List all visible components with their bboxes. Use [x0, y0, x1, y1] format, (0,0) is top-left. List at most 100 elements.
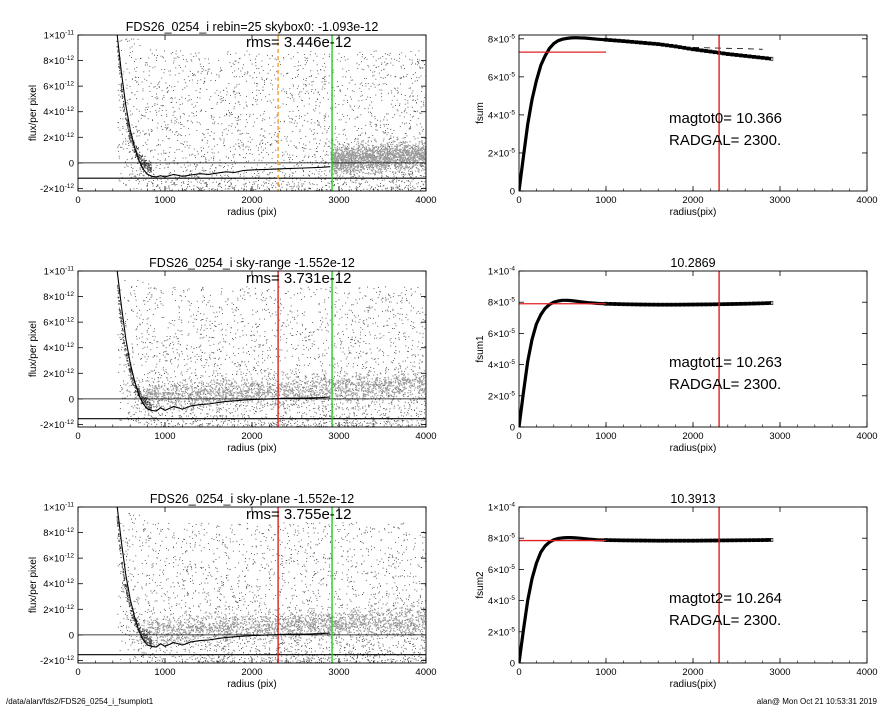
scatter-point — [131, 38, 132, 40]
scatter-point — [256, 89, 258, 91]
scatter-point — [271, 136, 272, 138]
scatter-point — [348, 425, 350, 427]
scatter-point — [301, 185, 303, 187]
scatter-band-point — [341, 162, 344, 165]
scatter-point — [370, 169, 372, 171]
scatter-point — [166, 128, 168, 129]
scatter-band-point — [397, 170, 399, 172]
scatter-band-point — [383, 161, 385, 163]
scatter-point — [412, 179, 414, 180]
scatter-band-point — [418, 154, 421, 156]
scatter-point — [137, 38, 139, 40]
scatter-point — [203, 66, 204, 67]
scatter-point — [298, 426, 300, 427]
scatter-point — [333, 185, 334, 187]
scatter-band-point — [364, 148, 366, 150]
scatter-point — [396, 187, 398, 189]
scatter-band-point — [354, 169, 357, 171]
scatter-point — [212, 119, 214, 120]
scatter-point — [168, 425, 169, 427]
scatter-point — [187, 165, 189, 167]
inner-point — [120, 76, 122, 78]
scatter-band-point — [348, 163, 350, 165]
fsum-marker — [647, 41, 652, 46]
scatter-point — [380, 185, 381, 187]
scatter-point — [129, 72, 131, 74]
scatter-point — [280, 304, 282, 306]
scatter-point — [225, 128, 227, 130]
scatter-point — [243, 175, 245, 177]
scatter-point — [410, 167, 411, 169]
scatter-band-point — [349, 168, 351, 170]
scatter-point — [125, 138, 126, 140]
scatter-point — [299, 131, 301, 133]
scatter-band-point — [401, 174, 403, 176]
scatter-point — [376, 124, 378, 126]
scatter-point — [350, 76, 352, 78]
scatter-band-point — [374, 158, 376, 160]
scatter-point — [369, 123, 371, 125]
scatter-point — [324, 142, 326, 144]
scatter-point — [175, 102, 177, 103]
scatter-band-point — [372, 158, 374, 161]
fsum-marker — [686, 46, 691, 51]
scatter-point — [342, 76, 344, 78]
scatter-point — [344, 142, 345, 143]
scatter-band-point — [347, 165, 349, 167]
scatter-point — [242, 132, 244, 134]
scatter-point — [263, 149, 264, 151]
scatter-point — [375, 60, 377, 62]
scatter-band-point — [424, 150, 426, 152]
scatter-point — [354, 118, 356, 120]
scatter-point — [405, 186, 406, 188]
scatter-band-point — [382, 162, 384, 164]
scatter-point — [284, 176, 286, 178]
scatter-band-point — [360, 154, 362, 156]
scatter-point — [401, 181, 403, 183]
scatter-point — [368, 172, 370, 174]
scatter-point — [404, 137, 406, 138]
scatter-point — [365, 132, 366, 134]
scatter-point — [248, 146, 250, 148]
scatter-point — [152, 67, 154, 69]
scatter-point — [244, 72, 246, 74]
scatter-point — [237, 180, 239, 182]
scatter-point — [295, 126, 297, 127]
scatter-point — [410, 128, 412, 130]
scatter-band-point — [353, 158, 355, 160]
scatter-point — [196, 130, 198, 131]
scatter-point — [235, 76, 237, 78]
scatter-point — [382, 77, 384, 79]
scatter-band-point — [364, 149, 366, 151]
scatter-point — [133, 132, 135, 134]
scatter-point — [124, 166, 126, 168]
scatter-band-point — [419, 154, 421, 156]
scatter-point — [118, 94, 120, 96]
scatter-band-point — [341, 159, 343, 161]
scatter-point — [378, 172, 380, 174]
scatter-point — [237, 119, 239, 121]
scatter-point — [275, 106, 276, 108]
scatter-point — [168, 186, 170, 188]
scatter-band-point — [383, 165, 385, 167]
scatter-band-point — [367, 154, 369, 157]
scatter-point — [185, 166, 186, 168]
scatter-point — [182, 387, 184, 388]
scatter-point — [156, 96, 158, 98]
scatter-point — [258, 154, 260, 156]
scatter-point — [269, 172, 271, 173]
scatter-point — [329, 171, 331, 173]
scatter-point — [201, 188, 202, 190]
scatter-point — [343, 56, 345, 58]
scatter-point — [152, 156, 154, 158]
scatter-point — [422, 67, 424, 69]
scatter-point — [358, 100, 360, 102]
scatter-band-point — [349, 161, 351, 163]
scatter-band-point — [343, 154, 345, 156]
scatter-point — [390, 137, 392, 139]
scatter-point — [403, 75, 404, 77]
scatter-point — [261, 66, 263, 68]
scatter-band-point — [399, 163, 401, 165]
scatter-point — [187, 180, 189, 182]
scatter-point — [219, 71, 221, 72]
